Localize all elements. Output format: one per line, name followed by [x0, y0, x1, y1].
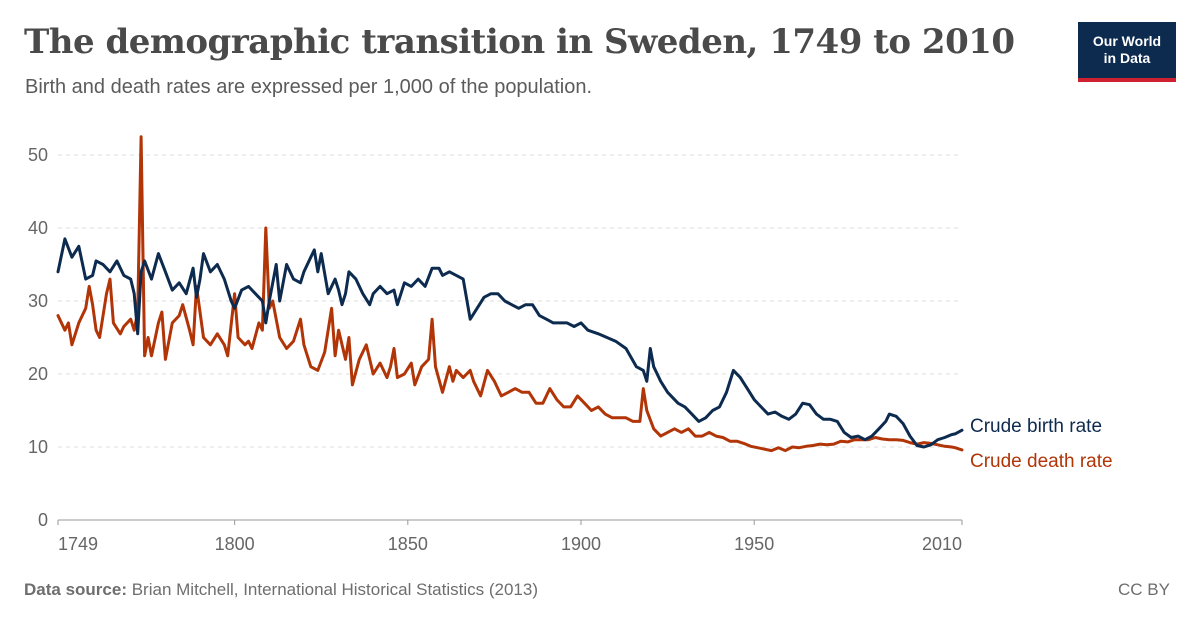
x-tick-label: 1800	[215, 534, 255, 554]
data-source-note: Data source: Brian Mitchell, Internation…	[24, 580, 538, 600]
x-tick-label: 1749	[58, 534, 98, 554]
y-tick-label: 40	[28, 218, 48, 238]
death-rate-label: Crude death rate	[970, 451, 1113, 472]
line-chart: 0 10 20 30 40 50 1749 1800 1850 1900 1950 2010 Crude…	[28, 135, 1113, 554]
x-tick-label: 1850	[388, 534, 428, 554]
data-source-label: Data source:	[24, 580, 127, 599]
x-tick-label: 2010	[922, 534, 962, 554]
data-source-text: Brian Mitchell, International Historical…	[131, 580, 538, 599]
y-tick-label: 10	[28, 437, 48, 457]
death-rate-line	[56, 135, 964, 453]
y-tick-label: 20	[28, 364, 48, 384]
y-tick-label: 30	[28, 291, 48, 311]
logo-text: Our World in Data	[1087, 33, 1167, 67]
y-tick-label: 50	[28, 145, 48, 165]
license-label[interactable]: CC BY	[1118, 580, 1170, 599]
y-tick-label: 0	[38, 510, 48, 530]
owid-logo[interactable]: Our World in Data	[1078, 22, 1176, 82]
x-tick-label: 1900	[561, 534, 601, 554]
logo-line-1: Our World	[1092, 33, 1162, 49]
chart-title: The demographic transition in Sweden, 17…	[24, 22, 1015, 62]
x-tick-label: 1950	[734, 534, 774, 554]
birth-rate-label: Crude birth rate	[970, 416, 1102, 437]
logo-line-2: in Data	[1103, 50, 1151, 66]
birth-rate-line	[56, 237, 964, 449]
chart-subtitle: Birth and death rates are expressed per …	[25, 76, 593, 98]
